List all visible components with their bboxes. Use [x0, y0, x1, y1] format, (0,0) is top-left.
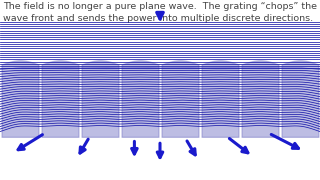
Text: wave front and sends the power into multiple discrete directions.: wave front and sends the power into mult…	[3, 14, 313, 23]
Text: The field is no longer a pure plane wave.  The grating “chops” the: The field is no longer a pure plane wave…	[3, 2, 317, 11]
